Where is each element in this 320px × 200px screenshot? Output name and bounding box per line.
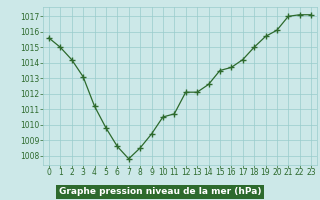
Text: Graphe pression niveau de la mer (hPa): Graphe pression niveau de la mer (hPa) — [59, 188, 261, 196]
